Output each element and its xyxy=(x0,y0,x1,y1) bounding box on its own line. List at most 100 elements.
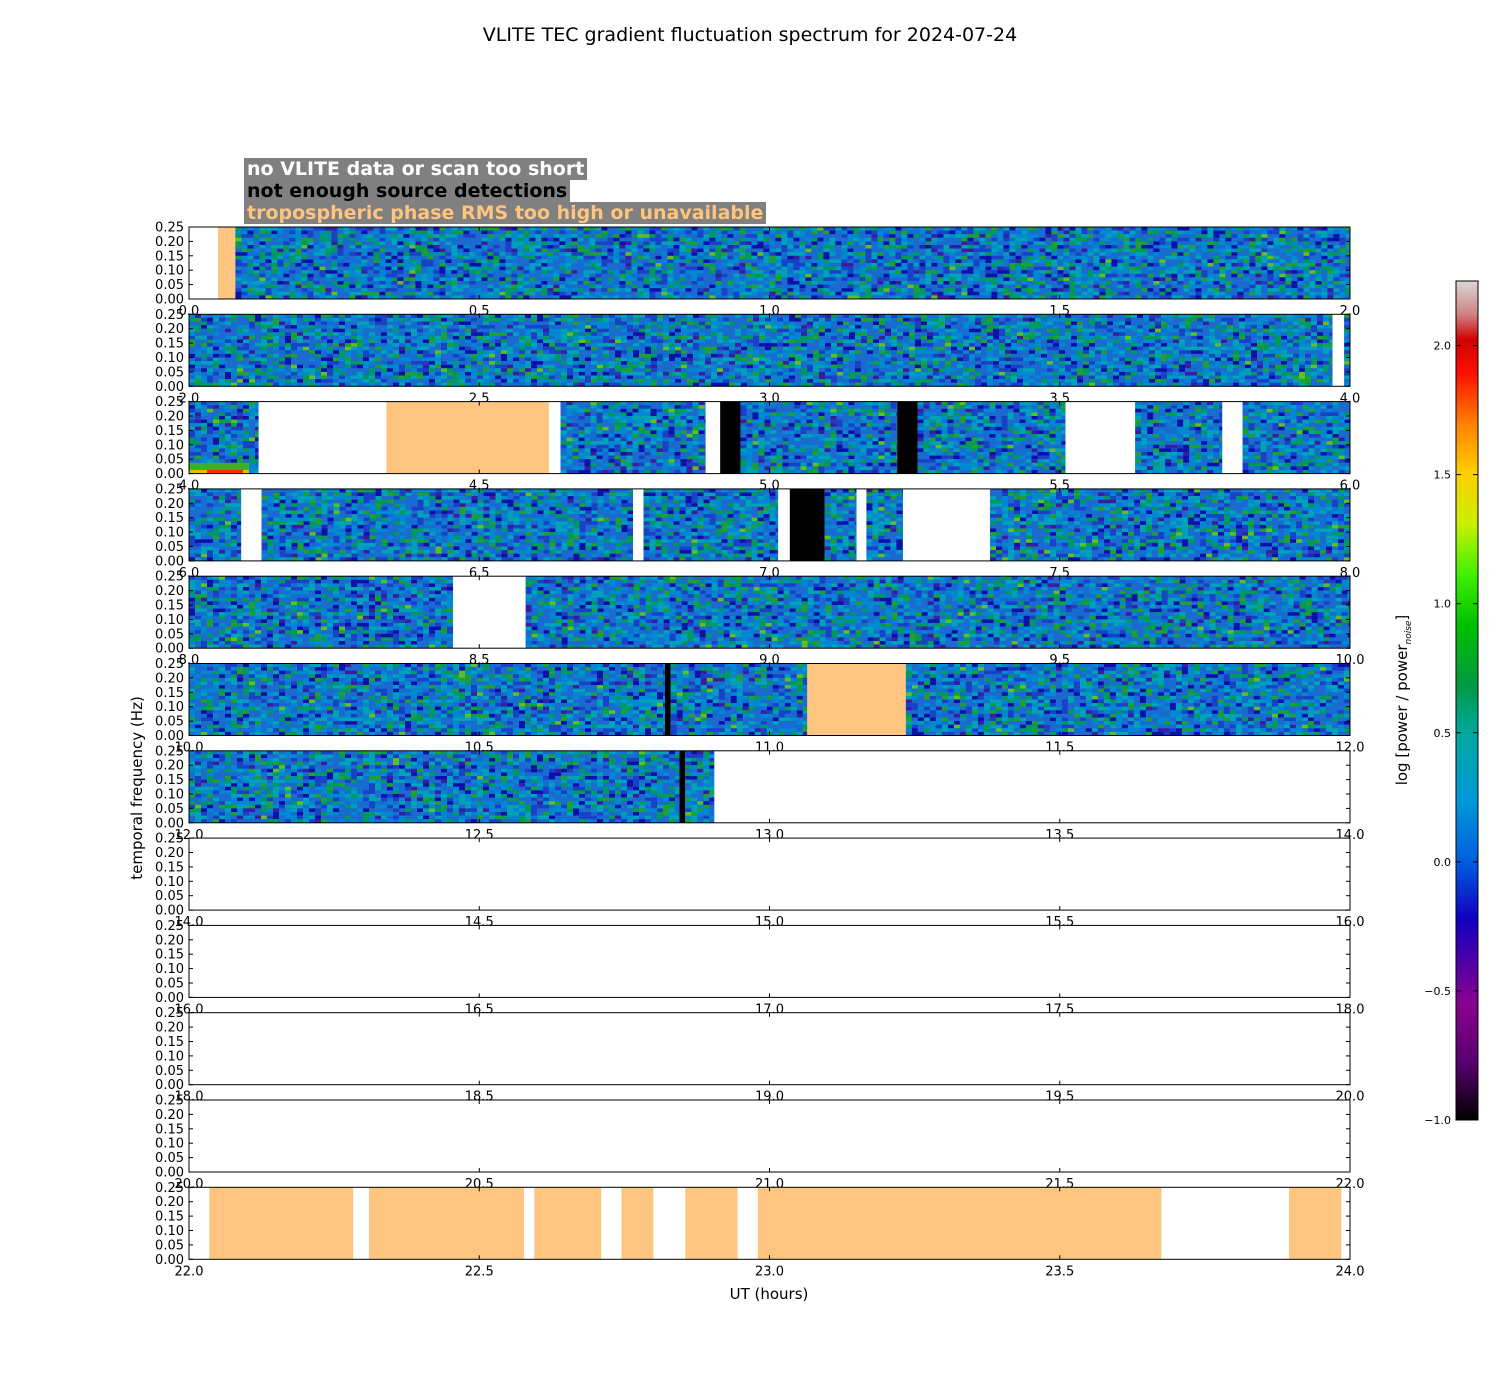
spectrum-cell xyxy=(955,245,962,249)
spectrum-cell xyxy=(919,237,926,242)
spectrum-cell xyxy=(273,335,279,340)
spectrum-cell xyxy=(619,237,626,242)
spectrum-cell xyxy=(1237,245,1244,249)
spectrum-cell xyxy=(757,288,764,292)
spectrum-cell xyxy=(583,266,590,271)
spectrum-cell xyxy=(1219,252,1226,256)
spectrum-cell xyxy=(889,259,896,263)
spectrum-cell xyxy=(355,270,362,274)
spectrum-cell xyxy=(673,230,680,235)
spectrum-cell xyxy=(399,332,405,336)
spectrum-cell xyxy=(1111,288,1118,292)
spectrum-cell xyxy=(1243,245,1250,249)
spectrum-cell xyxy=(273,364,279,369)
spectrum-cell xyxy=(355,252,362,256)
spectrum-cell xyxy=(673,263,680,267)
spectrum-cell xyxy=(391,284,398,289)
spectrum-cell xyxy=(309,332,315,336)
spectrum-cell xyxy=(565,281,572,285)
spectrum-cell xyxy=(361,252,368,256)
spectrum-cell xyxy=(375,343,381,347)
spectrum-cell xyxy=(259,259,266,263)
spectrum-cell xyxy=(655,237,662,242)
spectrum-cell xyxy=(391,255,398,260)
spectrum-cell xyxy=(345,368,351,372)
spectrum-cell xyxy=(1297,281,1304,285)
spectrum-cell xyxy=(483,375,489,380)
spectrum-cell xyxy=(313,234,320,238)
spectrum-cell xyxy=(375,357,381,362)
spectrum-cell xyxy=(237,343,243,347)
spectrum-cell xyxy=(1339,241,1346,245)
spectrum-cell xyxy=(919,234,926,238)
spectrum-cell xyxy=(219,335,225,340)
spectrum-cell xyxy=(1087,259,1094,263)
spectrum-cell xyxy=(961,291,968,296)
spectrum-cell xyxy=(357,379,363,383)
spectrum-cell xyxy=(367,288,374,292)
spectrum-cell xyxy=(799,281,806,285)
spectrum-cell xyxy=(895,255,902,260)
spectrum-cell xyxy=(889,270,896,274)
spectrum-cell xyxy=(243,339,249,344)
spectrum-cell xyxy=(1153,277,1160,281)
spectrum-cell xyxy=(1291,291,1298,296)
spectrum-cell xyxy=(1165,241,1172,245)
spectrum-cell xyxy=(189,321,195,326)
spectrum-cell xyxy=(907,270,914,274)
spectrum-cell xyxy=(565,295,572,299)
spectrum-cell xyxy=(613,227,620,231)
spectrum-cell xyxy=(679,259,686,263)
spectrum-cell xyxy=(319,237,326,242)
spectrum-cell xyxy=(1117,263,1124,267)
spectrum-cell xyxy=(835,281,842,285)
spectrum-cell xyxy=(547,248,554,253)
spectrum-cell xyxy=(877,237,884,242)
spectrum-cell xyxy=(513,335,519,340)
spectrum-cell xyxy=(325,273,332,278)
spectrum-cell xyxy=(469,255,476,260)
spectrum-cell xyxy=(1051,227,1058,231)
spectrum-cell xyxy=(343,227,350,231)
spectrum-cell xyxy=(253,255,260,260)
spectrum-cell xyxy=(625,227,632,231)
spectrum-cell xyxy=(259,255,266,260)
spectrum-cell xyxy=(559,295,566,299)
spectrum-cell xyxy=(751,230,758,235)
spectrum-cell xyxy=(595,248,602,253)
spectrum-cell xyxy=(1177,273,1184,278)
spectrum-cell xyxy=(279,361,285,365)
spectrum-cell xyxy=(451,234,458,238)
spectrum-cell xyxy=(547,270,554,274)
spectrum-cell xyxy=(343,295,350,299)
spectrum-cell xyxy=(297,364,303,369)
spectrum-cell xyxy=(895,270,902,274)
spectrum-cell xyxy=(943,273,950,278)
spectrum-cell xyxy=(865,248,872,253)
spectrum-cell xyxy=(421,284,428,289)
spectrum-cell xyxy=(1033,255,1040,260)
spectrum-cell xyxy=(499,241,506,245)
spectrum-cell xyxy=(489,375,495,380)
spectrum-cell xyxy=(271,284,278,289)
spectrum-cell xyxy=(273,332,279,336)
spectrum-cell xyxy=(249,375,255,380)
spectrum-cell xyxy=(931,284,938,289)
spectrum-cell xyxy=(531,328,537,333)
spectrum-cell xyxy=(1297,241,1304,245)
spectrum-cell xyxy=(955,248,962,253)
spectrum-cell xyxy=(1249,281,1256,285)
spectrum-cell xyxy=(727,281,734,285)
spectrum-cell xyxy=(255,321,261,326)
spectrum-cell xyxy=(589,288,596,292)
spectrum-cell xyxy=(847,241,854,245)
spectrum-cell xyxy=(531,325,537,329)
spectrum-cell xyxy=(445,230,452,235)
spectrum-cell xyxy=(355,284,362,289)
spectrum-cell xyxy=(313,266,320,271)
spectrum-cell xyxy=(487,291,494,296)
spectrum-cell xyxy=(1321,259,1328,263)
spectrum-cell xyxy=(501,346,507,351)
spectrum-cell xyxy=(1045,259,1052,263)
